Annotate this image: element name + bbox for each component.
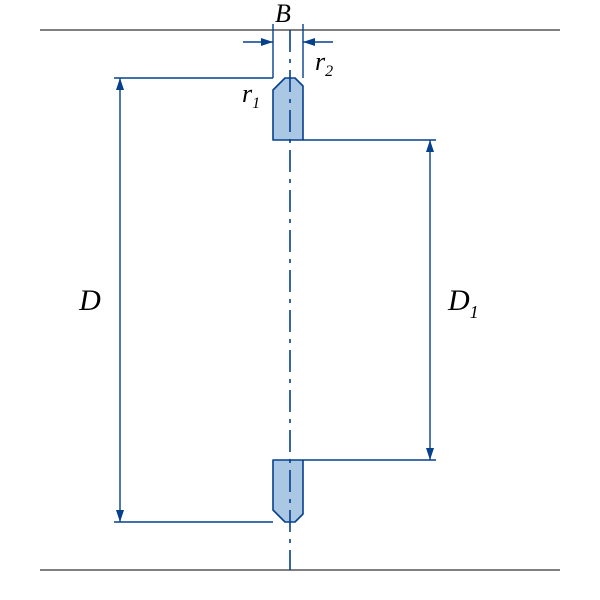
arrow-head <box>426 448 434 460</box>
dim-D-label: D <box>78 284 101 317</box>
dim-B-label: B <box>275 0 291 28</box>
washer-section-bottom <box>273 460 303 522</box>
dim-r1-label: r1 <box>242 79 260 112</box>
bearing-washer-diagram: Br2 r1 D D1 <box>0 0 600 600</box>
dim-r2-label: r2 <box>315 47 333 80</box>
arrow-head <box>116 78 124 90</box>
arrow-head <box>116 510 124 522</box>
arrow-head <box>303 38 315 46</box>
washer-section-top <box>273 78 303 140</box>
arrow-head <box>261 38 273 46</box>
dim-D1-label: D1 <box>447 284 479 322</box>
arrow-head <box>426 140 434 152</box>
